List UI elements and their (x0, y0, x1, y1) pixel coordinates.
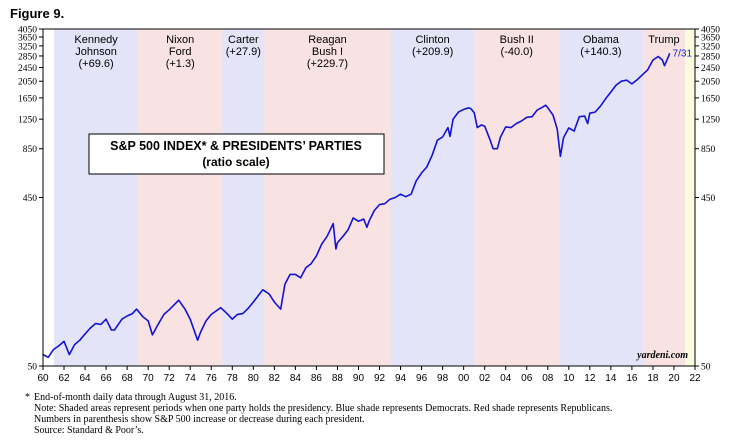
x-tick-label: 04 (500, 373, 512, 384)
x-tick-label: 06 (521, 373, 533, 384)
president-label-3-2: (+27.9) (226, 46, 261, 58)
president-label-5-1: Clinton (415, 34, 449, 46)
y-tick-label-left: 2050 (18, 78, 37, 88)
x-tick-label: 66 (101, 373, 113, 384)
shade-8 (642, 29, 686, 366)
x-tick-label: 88 (332, 373, 344, 384)
president-label-8-1: Trump (648, 34, 679, 46)
shade-3 (222, 29, 265, 366)
president-label-7-2: (+140.3) (580, 46, 621, 58)
x-tick-label: 12 (584, 373, 596, 384)
footnote-line-2: Note: Shaded areas represent periods whe… (34, 403, 613, 414)
sp500-line (42, 53, 671, 359)
x-tick-label: 92 (374, 373, 386, 384)
x-tick-label: 22 (689, 373, 701, 384)
footnote-line-1: End-of-month daily data through August 3… (34, 392, 237, 403)
y-tick-label-left: 2450 (18, 64, 37, 74)
x-tick-label: 84 (290, 373, 302, 384)
x-tick-label: 10 (563, 373, 575, 384)
y-tick-label-right: 2450 (701, 64, 720, 74)
president-label-3-1: Carter (228, 34, 259, 46)
y-tick-label-left: 4050 (18, 26, 37, 36)
shade-5 (390, 29, 475, 366)
y-tick-label-left: 3250 (18, 42, 37, 52)
y-tick-label-left: 450 (23, 194, 38, 204)
x-tick-label: 00 (458, 373, 470, 384)
title-box-border (88, 133, 385, 175)
footnotes: * End-of-month daily data through August… (25, 392, 613, 436)
y-tick-label-right: 2850 (701, 52, 720, 62)
y-tick-label-right: 50 (701, 363, 711, 373)
x-tick-label: 64 (80, 373, 92, 384)
x-tick-label: 16 (626, 373, 638, 384)
president-label-4-3: (+229.7) (307, 58, 348, 70)
x-tick-label: 86 (311, 373, 323, 384)
y-tick-label-right: 2050 (701, 78, 720, 88)
x-tick-label: 80 (248, 373, 260, 384)
shade-6 (474, 29, 559, 366)
president-label-4-1: Reagan (308, 34, 347, 46)
chart-subtitle: (ratio scale) (202, 155, 269, 169)
x-tick-label: 74 (185, 373, 197, 384)
x-tick-label: 78 (227, 373, 239, 384)
x-tick-label: 94 (395, 373, 407, 384)
footnote-line-4: Source: Standard & Poor’s. (34, 425, 144, 436)
shade-1 (54, 29, 139, 366)
president-label-7-1: Obama (583, 34, 620, 46)
y-tick-label-right: 4050 (701, 26, 720, 36)
chart-title-box: S&P 500 INDEX* & PRESIDENTS’ PARTIES (ra… (88, 133, 385, 175)
president-label-1-1: Kennedy (74, 34, 118, 46)
president-label-5-2: (+209.9) (412, 46, 453, 58)
x-tick-label: 20 (668, 373, 680, 384)
x-tick-label: 82 (269, 373, 281, 384)
x-tick-label: 60 (37, 373, 49, 384)
president-label-4-2: Bush I (312, 46, 343, 58)
president-label-1-3: (+69.6) (79, 58, 114, 70)
shade-current (685, 29, 695, 366)
y-tick-label-right: 450 (701, 194, 716, 204)
footnote-line-3: Numbers in parenthesis show S&P 500 incr… (34, 414, 365, 425)
chart-title: S&P 500 INDEX* & PRESIDENTS’ PARTIES (110, 139, 362, 153)
shade-2 (138, 29, 223, 366)
x-tick-label: 76 (206, 373, 218, 384)
president-label-6-2: (-40.0) (501, 46, 533, 58)
shade-4 (264, 29, 391, 366)
y-tick-label-left: 2850 (18, 52, 37, 62)
y-tick-label-left: 50 (28, 363, 38, 373)
y-tick-label-left: 1650 (18, 94, 37, 104)
x-tick-label: 98 (437, 373, 449, 384)
y-tick-label-right: 3250 (701, 42, 720, 52)
figure-label: Figure 9. (10, 6, 65, 21)
last-date-annotation: 7/31 (673, 48, 693, 59)
x-tick-label: 14 (605, 373, 617, 384)
president-label-1-2: Johnson (75, 46, 117, 58)
x-tick-label: 96 (416, 373, 428, 384)
footnote-star: * (25, 392, 30, 403)
x-tick-label: 62 (58, 373, 70, 384)
x-tick-label: 08 (542, 373, 554, 384)
y-tick-label-left: 1250 (18, 116, 37, 126)
president-label-2-3: (+1.3) (166, 58, 195, 70)
y-tick-label-right: 1650 (701, 94, 720, 104)
x-tick-label: 02 (479, 373, 491, 384)
y-tick-label-right: 1250 (701, 116, 720, 126)
x-tick-label: 68 (122, 373, 134, 384)
credit-label: yardeni.com (636, 350, 688, 361)
president-label-2-2: Ford (169, 46, 192, 58)
y-tick-label-right: 3650 (701, 33, 720, 43)
x-tick-label: 90 (353, 373, 365, 384)
president-label-2-1: Nixon (166, 34, 194, 46)
x-tick-label: 72 (164, 373, 176, 384)
x-tick-label: 70 (143, 373, 155, 384)
president-label-6-1: Bush II (500, 34, 534, 46)
x-tick-label: 18 (647, 373, 659, 384)
y-tick-label-right: 850 (701, 145, 716, 155)
shade-7 (558, 29, 643, 366)
y-tick-label-left: 3650 (18, 33, 37, 43)
y-tick-label-left: 850 (23, 145, 38, 155)
